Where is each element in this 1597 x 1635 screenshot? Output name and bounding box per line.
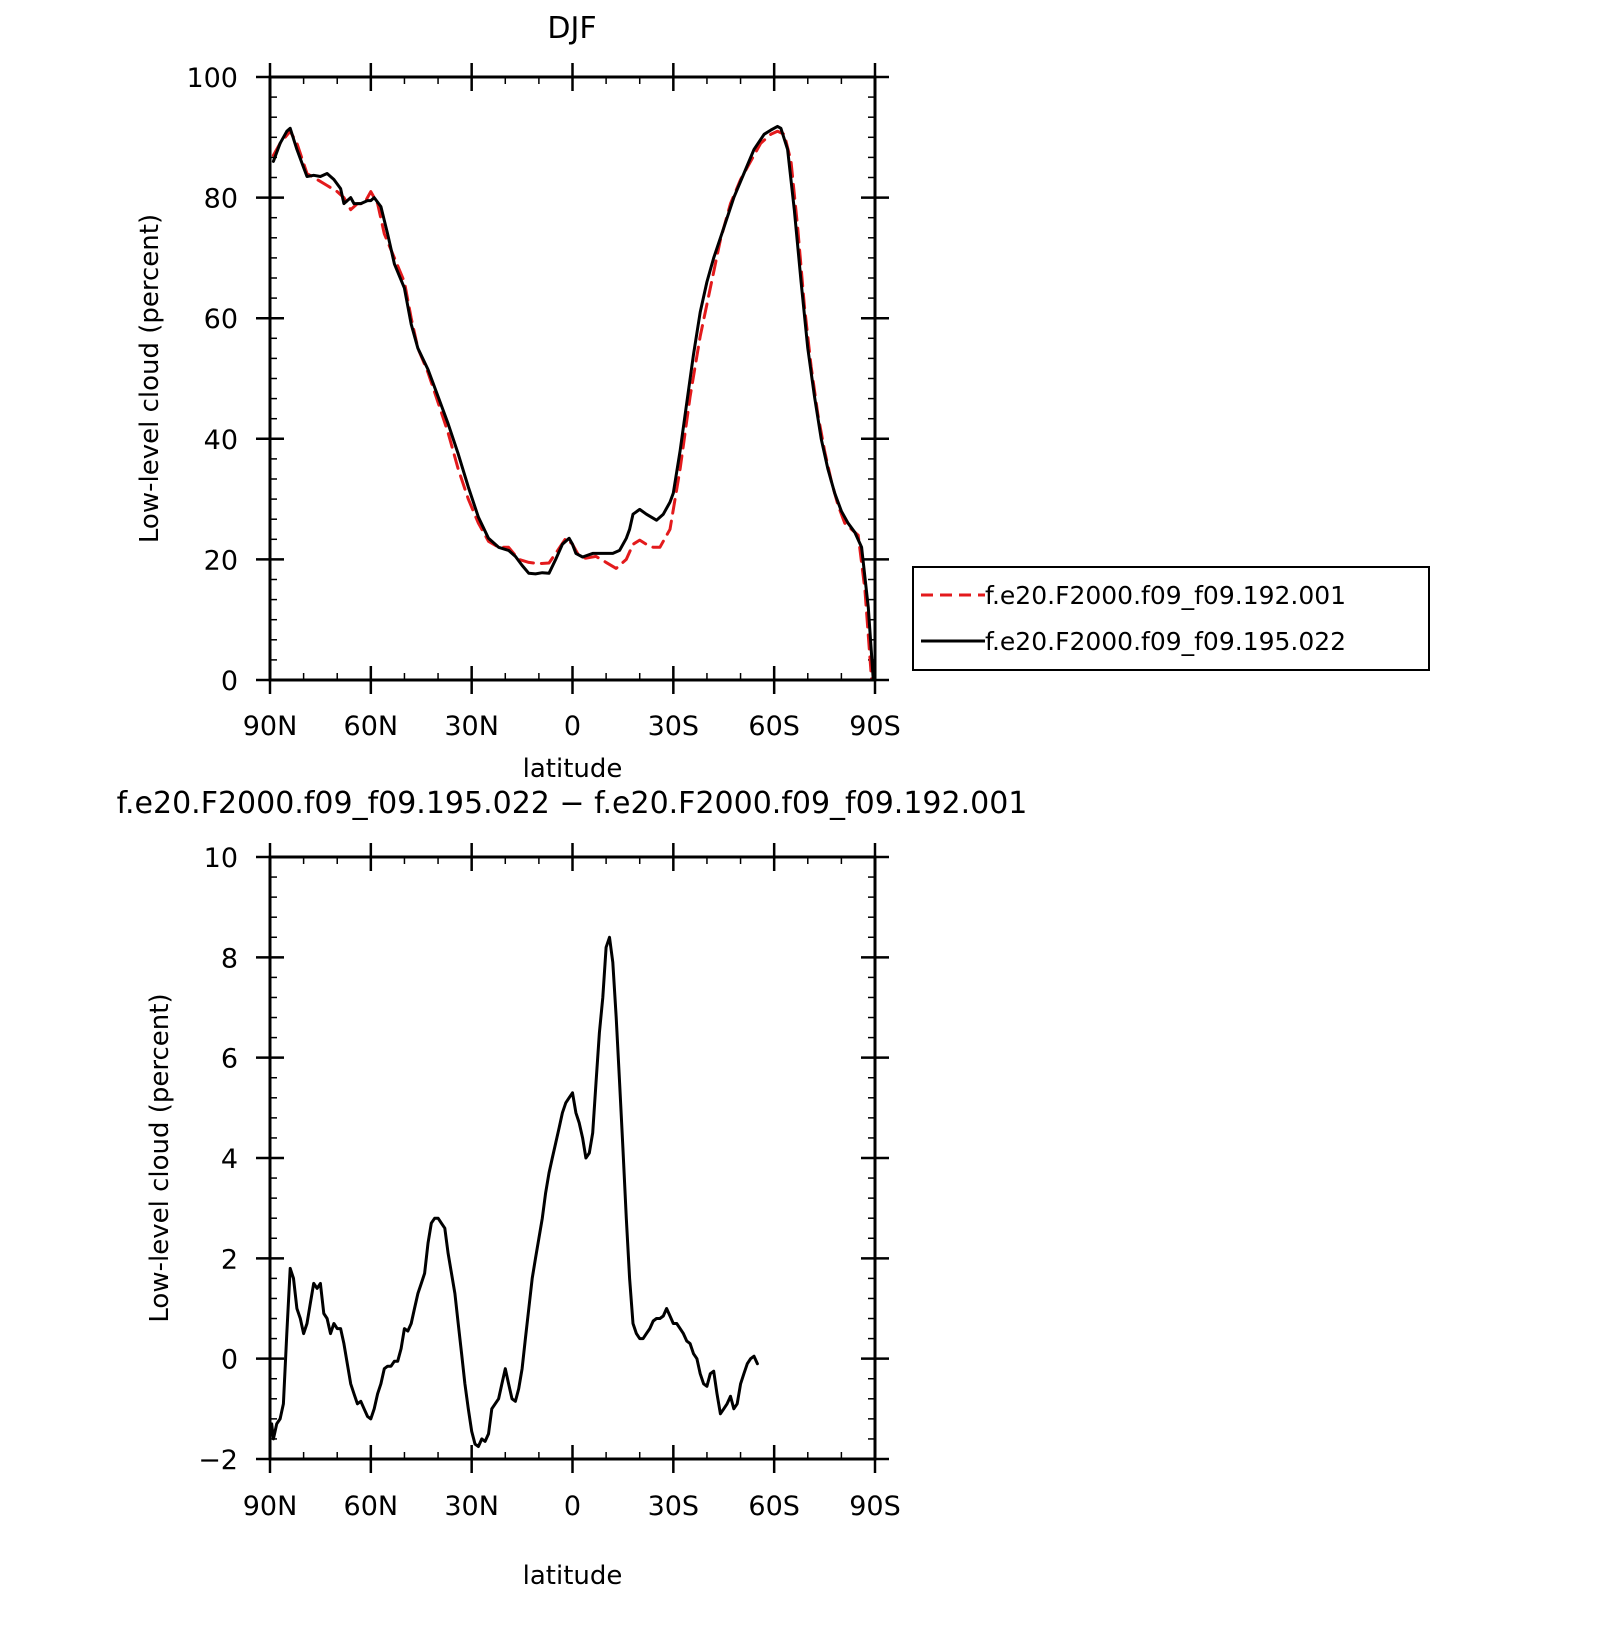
legend-label-0: f.e20.F2000.f09_f09.192.001: [985, 581, 1346, 610]
top-chart: DJF 90N 60N 30N 0 30S 60S 90S 0 20 40 60 80 100 latitu…: [135, 11, 1430, 784]
y-tick-label: 60: [204, 304, 238, 335]
x-tick-label: 30N: [444, 711, 499, 742]
y-tick-label: 10: [204, 843, 238, 874]
y-axis-title: Low-level cloud (percent): [145, 993, 175, 1322]
y-tick-label: 4: [221, 1144, 238, 1175]
x-tick-label: 30N: [444, 1491, 499, 1522]
x-tick-label: 0: [564, 711, 581, 742]
chart-title: f.e20.F2000.f09_f09.195.022 − f.e20.F200…: [117, 786, 1028, 821]
x-tick-label: 30S: [648, 711, 700, 742]
legend-label-1: f.e20.F2000.f09_f09.195.022: [985, 627, 1346, 656]
x-tick-label: 90N: [243, 711, 298, 742]
x-tick-label: 60S: [748, 1491, 800, 1522]
plot-frame: [268, 75, 877, 682]
y-tick-label: 6: [221, 1044, 238, 1075]
x-tick-label: 60N: [344, 1491, 399, 1522]
x-axis-title: latitude: [523, 1561, 623, 1591]
y-tick-label: 8: [221, 943, 238, 974]
chart-title: DJF: [547, 11, 596, 46]
legend-box: [912, 566, 1430, 671]
y-axis-title: Low-level cloud (percent): [135, 214, 165, 543]
plot-frame: [268, 855, 877, 1461]
x-tick-label: 90S: [849, 1491, 901, 1522]
y-tick-label: 100: [186, 63, 238, 94]
y-tick-label: 0: [221, 1345, 238, 1376]
x-axis-title: latitude: [523, 754, 623, 784]
y-tick-label: 2: [221, 1244, 238, 1275]
y-tick-label: −2: [198, 1445, 238, 1476]
series-line-1: [271, 124, 875, 682]
y-tick-label: 80: [204, 184, 238, 215]
x-tick-label: 60S: [748, 711, 800, 742]
series-line-0: [270, 935, 759, 1448]
bottom-chart: f.e20.F2000.f09_f09.195.022 − f.e20.F200…: [117, 786, 1028, 1591]
x-tick-label: 60N: [344, 711, 399, 742]
x-tick-label: 0: [564, 1491, 581, 1522]
y-tick-label: 0: [221, 666, 238, 697]
series-line-0: [271, 129, 874, 682]
x-tick-label: 90N: [243, 1491, 298, 1522]
y-tick-label: 40: [204, 425, 238, 456]
x-tick-label: 90S: [849, 711, 901, 742]
x-tick-label: 30S: [648, 1491, 700, 1522]
y-tick-label: 20: [204, 545, 238, 576]
